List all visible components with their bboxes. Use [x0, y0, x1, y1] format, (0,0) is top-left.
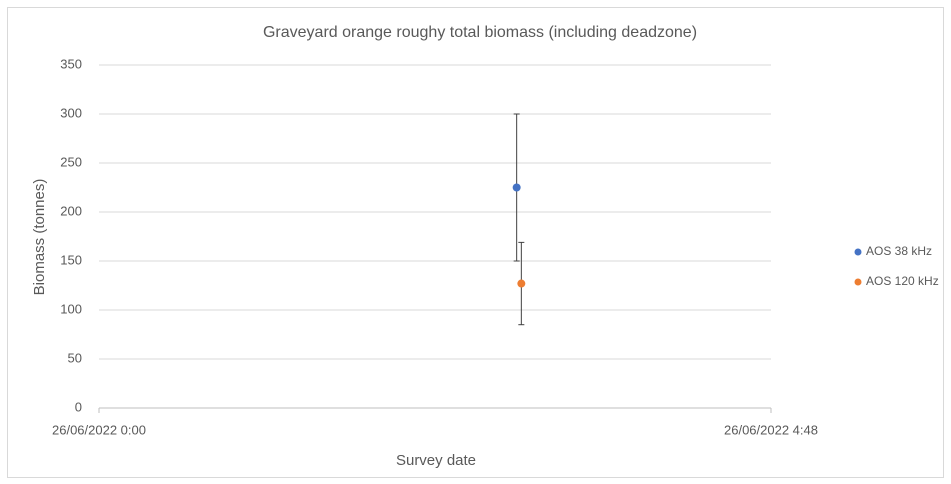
y-tick-label: 200	[60, 203, 82, 218]
y-axis-label: Biomass (tonnes)	[31, 179, 48, 296]
legend-label: AOS 120 kHz	[866, 274, 939, 288]
y-tick-label: 100	[60, 301, 82, 316]
chart-frame	[7, 7, 944, 478]
legend-marker	[854, 248, 862, 256]
y-tick-label: 0	[75, 399, 82, 414]
data-point	[512, 183, 521, 192]
x-axis-label: Survey date	[396, 452, 476, 469]
legend-label: AOS 38 kHz	[866, 244, 932, 258]
legend-marker	[854, 278, 862, 286]
y-tick-label: 350	[60, 56, 82, 71]
x-tick-label: 26/06/2022 4:48	[724, 422, 818, 437]
y-tick-label: 250	[60, 154, 82, 169]
x-tick-label: 26/06/2022 0:00	[52, 422, 146, 437]
y-tick-label: 150	[60, 252, 82, 267]
chart-title: Graveyard orange roughy total biomass (i…	[263, 24, 697, 41]
y-tick-label: 300	[60, 105, 82, 120]
y-tick-label: 50	[68, 350, 82, 365]
data-point	[517, 279, 526, 288]
